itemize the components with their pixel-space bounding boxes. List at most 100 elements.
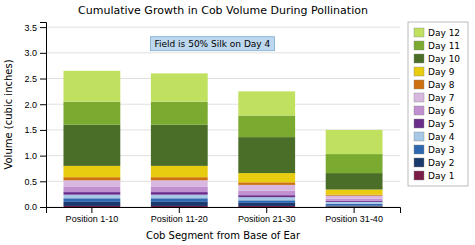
legend-label: Day 10: [428, 54, 460, 64]
tick-label: 1.0: [24, 151, 37, 161]
bar: [63, 187, 120, 192]
bar: [238, 206, 295, 207]
bar: [151, 192, 208, 195]
bar: [326, 205, 383, 206]
legend-label: Day 7: [428, 93, 454, 103]
bar: [238, 91, 295, 115]
legend-label: Day 5: [428, 119, 454, 129]
bar: [238, 185, 295, 191]
bar: [63, 125, 120, 166]
tick-label: Position 1-10: [66, 214, 119, 224]
bar: [63, 206, 120, 207]
bar: [326, 195, 383, 196]
bar: [326, 202, 383, 204]
grid-line: [46, 27, 400, 28]
legend-label: Day 2: [428, 158, 454, 168]
x-axis: Position 1-10 Position 11-20 Position 21-3…: [47, 207, 401, 224]
bar: [63, 166, 120, 177]
legend-item: Day 10: [414, 54, 460, 64]
bar: [63, 202, 120, 206]
bar: [326, 154, 383, 173]
legend-item: Day 5: [414, 119, 454, 129]
bar: [63, 180, 120, 187]
bar-series: [63, 206, 382, 207]
bar: [151, 198, 208, 202]
bar: [151, 187, 208, 192]
bar: [63, 195, 120, 199]
bar: [326, 190, 383, 195]
bar: [151, 202, 208, 206]
bar: [151, 125, 208, 166]
tick: 1.0: [24, 151, 46, 161]
tick-mark: [179, 207, 180, 213]
bar: [238, 197, 295, 200]
bar: [238, 137, 295, 173]
tick: 0.5: [24, 177, 46, 187]
tick: Position 1-10: [66, 207, 119, 224]
tick-mark: [354, 207, 355, 213]
tick-label: Position 31-40: [325, 214, 383, 224]
tick-mark: [40, 207, 46, 208]
bar: [151, 102, 208, 125]
bar: [238, 182, 295, 185]
legend-item: Day 2: [414, 158, 454, 168]
legend-item: Day 3: [414, 145, 454, 155]
legend-swatch: [414, 80, 424, 89]
tick: 3.5: [24, 23, 46, 33]
legend-label: Day 6: [428, 106, 455, 116]
tick: 3.0: [24, 48, 46, 58]
grid: [46, 27, 400, 207]
legend-label: Day 11: [428, 41, 460, 51]
bar: [326, 201, 383, 202]
tick-label: 0.5: [24, 177, 37, 187]
tick-mark: [266, 207, 267, 213]
bar-series: [63, 198, 382, 205]
bar: [326, 204, 383, 206]
tick-mark: [40, 156, 46, 157]
legend-item: Day 9: [414, 67, 455, 77]
bar: [326, 206, 383, 207]
bar: [326, 199, 383, 201]
legend-swatch: [414, 132, 424, 141]
tick-label: 0.0: [24, 202, 37, 212]
tick-mark: [91, 207, 92, 213]
legend-swatch: [414, 158, 424, 167]
bar: [238, 116, 295, 138]
plot: 0.00.51.01.52.02.53.03.5Position 1-10Pos…: [24, 23, 400, 225]
legend-swatch: [414, 54, 424, 63]
tick-mark: [40, 130, 46, 131]
bar: [238, 173, 295, 182]
tick-mark: [40, 53, 46, 54]
legend-label: Day 8: [428, 80, 455, 90]
legend-item: Day 4: [414, 132, 455, 142]
tick-label: 1.5: [24, 125, 37, 135]
annotation: Field is 50% Silk on Day 4: [150, 37, 274, 51]
annotation-text: Field is 50% Silk on Day 4: [154, 39, 270, 49]
bar: [63, 198, 120, 202]
bar: [326, 196, 383, 199]
legend-swatch: [414, 67, 424, 76]
legend-item: Day 12: [414, 28, 460, 38]
bar-series: [63, 125, 382, 190]
legend-swatch: [414, 93, 424, 102]
tick-mark: [40, 79, 46, 80]
bar-series: [63, 71, 382, 154]
bar-series: [63, 102, 382, 173]
tick: Position 31-40: [325, 207, 383, 224]
bars: [63, 71, 382, 207]
chart: 0.00.51.01.52.02.53.03.5Position 1-10Pos…: [0, 0, 475, 245]
legend-label: Day 9: [428, 67, 455, 77]
bar: [151, 195, 208, 199]
y-axis-title: Volume (cubic inches): [3, 59, 14, 169]
bar: [63, 192, 120, 195]
bar: [63, 71, 120, 102]
tick-label: Position 21-30: [238, 214, 296, 224]
bar: [326, 130, 383, 154]
tick: Position 11-20: [151, 207, 208, 224]
tick-mark: [40, 104, 46, 105]
tick-mark: [40, 27, 46, 28]
legend-swatch: [414, 28, 424, 37]
bar-series: [63, 195, 382, 204]
tick: 2.5: [24, 74, 46, 84]
legend-item: Day 11: [414, 41, 460, 51]
